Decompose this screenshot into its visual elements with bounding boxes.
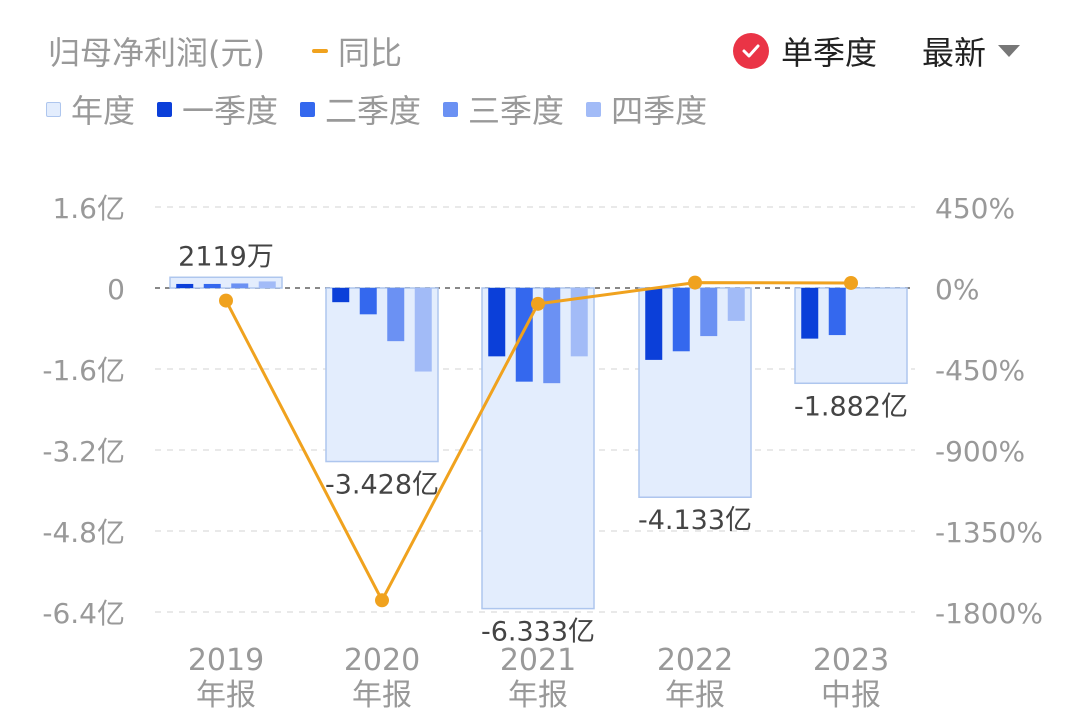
legend-swatch	[46, 101, 61, 117]
legend-item[interactable]: 一季度	[157, 86, 278, 132]
quarter-bar	[332, 288, 350, 303]
yoy-point	[375, 593, 389, 608]
legend-label: 一季度	[182, 92, 279, 130]
x-axis-tick: 中报	[821, 678, 881, 713]
y-axis-left-tick: -4.8亿	[42, 516, 125, 549]
quarter-bar	[727, 288, 745, 321]
annual-data-label: 2119万	[178, 241, 274, 272]
legend-item[interactable]: 二季度	[300, 86, 421, 132]
quarter-bar	[414, 288, 432, 372]
legend-swatch	[443, 101, 459, 117]
chart-legend: 年度 一季度 二季度 三季度 四季度	[46, 86, 729, 132]
legend-swatch	[157, 101, 173, 117]
annual-data-label: -3.428亿	[325, 470, 439, 501]
line-legend-icon	[312, 49, 328, 53]
quarter-bar	[543, 288, 561, 384]
annual-data-label: -4.133亿	[638, 505, 752, 536]
yoy-point	[531, 296, 545, 311]
quarter-bar	[359, 288, 377, 315]
single-quarter-toggle[interactable]: 单季度	[733, 28, 877, 74]
legend-item[interactable]: 年度	[46, 86, 135, 132]
quarter-bar	[176, 283, 194, 288]
latest-dropdown[interactable]: 最新	[922, 28, 1021, 74]
dropdown-arrow-icon[interactable]	[998, 45, 1021, 57]
quarter-bar	[515, 288, 533, 382]
legend-label: 年度	[71, 92, 136, 130]
quarter-bar	[828, 288, 846, 336]
check-icon[interactable]	[733, 33, 769, 69]
x-axis-tick: 年报	[508, 678, 568, 713]
quarter-bar	[672, 288, 690, 352]
annual-bar	[169, 276, 283, 289]
x-axis-tick: 2023	[813, 643, 889, 678]
y-axis-right-tick: -1800%	[935, 597, 1043, 630]
y-axis-left-tick: 1.6亿	[52, 192, 125, 225]
legend-swatch	[586, 101, 602, 117]
y-axis-left-tick: -6.4亿	[42, 597, 125, 630]
y-axis-right-tick: 450%	[935, 192, 1015, 225]
chart-title: 归母净利润(元)	[48, 34, 265, 72]
yoy-point	[844, 275, 858, 290]
legend-item[interactable]: 四季度	[586, 86, 707, 132]
y-axis-left-tick: -3.2亿	[42, 435, 125, 468]
latest-label: 最新	[922, 34, 987, 72]
yoy-point	[219, 293, 233, 308]
x-axis-tick: 2019	[188, 643, 264, 678]
x-axis-tick: 年报	[665, 678, 725, 713]
yoy-legend-label: 同比	[338, 34, 403, 72]
quarter-bar	[258, 281, 276, 288]
legend-swatch	[300, 101, 316, 117]
x-axis-tick: 年报	[352, 678, 412, 713]
quarter-bar	[570, 288, 588, 357]
yoy-point	[688, 275, 702, 290]
x-axis-tick: 年报	[196, 678, 256, 713]
quarter-bar	[488, 288, 506, 357]
y-axis-right-tick: -1350%	[935, 516, 1043, 549]
y-axis-right-tick: -450%	[935, 354, 1025, 387]
single-quarter-label: 单季度	[781, 34, 878, 72]
y-axis-left-tick: 0	[107, 273, 125, 306]
quarter-bar	[700, 288, 718, 337]
quarter-bar	[387, 288, 405, 342]
quarter-bar	[801, 288, 819, 339]
quarter-bar	[645, 288, 663, 360]
y-axis-right-tick: 0%	[935, 273, 979, 306]
quarter-bar	[231, 283, 249, 288]
x-axis-tick: 2020	[344, 643, 420, 678]
x-axis-tick: 2021	[500, 643, 576, 678]
y-axis-left-tick: -1.6亿	[42, 354, 125, 387]
annual-data-label: -6.333亿	[481, 617, 595, 648]
legend-label: 三季度	[468, 92, 565, 130]
legend-label: 四季度	[611, 92, 708, 130]
legend-item[interactable]: 三季度	[443, 86, 564, 132]
x-axis-tick: 2022	[657, 643, 733, 678]
annual-data-label: -1.882亿	[794, 391, 908, 422]
yoy-legend: 同比	[312, 28, 402, 74]
legend-label: 二季度	[325, 92, 422, 130]
y-axis-right-tick: -900%	[935, 435, 1025, 468]
quarter-bar	[203, 283, 221, 288]
